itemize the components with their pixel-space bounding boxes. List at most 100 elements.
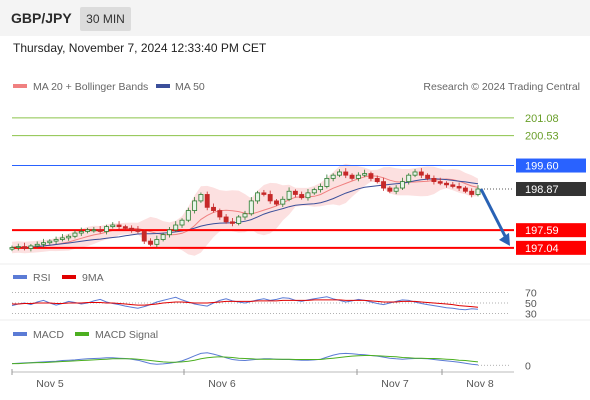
price-panel: 201.08 200.53 199.60 198.87 197.59 197.04 xyxy=(9,113,586,256)
candle-body xyxy=(399,181,405,189)
candle-body xyxy=(248,200,254,215)
candle-body xyxy=(437,181,443,184)
candle-body xyxy=(286,190,292,200)
candle-body xyxy=(166,229,172,236)
candle-body xyxy=(9,247,15,250)
level-label-bg-resistance xyxy=(516,158,586,173)
x-tick-label: Nov 7 xyxy=(381,378,409,390)
candle-body xyxy=(72,232,78,237)
candle-body xyxy=(135,229,141,232)
candle-body xyxy=(450,184,456,187)
candle-body xyxy=(311,189,317,194)
legend-ma50-swatch xyxy=(156,84,170,88)
candle-body xyxy=(412,171,418,176)
candle-body xyxy=(160,234,166,240)
candle-body xyxy=(185,210,191,221)
candle-body xyxy=(444,182,449,186)
legend-ma20-swatch xyxy=(13,84,27,88)
level-label-target: 200.53 xyxy=(525,131,559,143)
watermark: Research © 2024 Trading Central xyxy=(423,81,580,93)
candle-body xyxy=(78,231,84,234)
candle-body xyxy=(154,239,160,245)
candle-body xyxy=(47,240,53,244)
candle-body xyxy=(217,210,223,218)
x-axis: Nov 5 Nov 6 Nov 7 Nov 8 xyxy=(11,369,514,390)
candle-body xyxy=(179,219,185,226)
legend-9ma-swatch xyxy=(62,275,76,279)
x-tick-label: Nov 8 xyxy=(466,378,494,390)
forecast-arrow-shaft xyxy=(479,188,509,241)
candle-body xyxy=(431,177,437,183)
candle-body xyxy=(91,229,97,232)
candle-body xyxy=(267,194,273,202)
candle-body xyxy=(324,177,330,187)
candle-body xyxy=(462,187,468,192)
candle-body xyxy=(34,243,40,247)
candle-body xyxy=(192,200,198,211)
candle-body xyxy=(261,192,267,195)
candle-body xyxy=(148,240,153,245)
candle-body xyxy=(198,194,204,202)
candle-body xyxy=(28,245,34,249)
level-label-support: 197.04 xyxy=(525,243,559,255)
candle-body xyxy=(41,242,46,245)
bollinger-band xyxy=(12,163,478,256)
legend-ma50-label: MA 50 xyxy=(175,81,205,93)
candle-body xyxy=(211,206,216,211)
candle-body xyxy=(305,192,311,199)
candle-body xyxy=(349,174,355,179)
legend-9ma-label: 9MA xyxy=(82,272,104,284)
currency-pair-title: GBP/JPY xyxy=(11,10,72,26)
candle-body xyxy=(274,200,279,205)
candle-body xyxy=(368,173,374,179)
level-label-target: 201.08 xyxy=(525,113,559,125)
candle-body xyxy=(280,198,286,205)
candle-body xyxy=(104,226,109,232)
timeframe-button[interactable]: 30 MIN xyxy=(80,7,131,31)
candle-body xyxy=(255,192,261,202)
candle-body xyxy=(15,246,21,248)
x-tick-label: Nov 5 xyxy=(36,378,64,390)
candle-body xyxy=(406,174,412,183)
candle-body xyxy=(59,237,65,240)
candle-body xyxy=(110,224,116,228)
candle-body xyxy=(362,173,368,176)
candle-body xyxy=(141,231,147,242)
rsi-tick-label: 30 xyxy=(525,308,537,320)
level-label-last: 198.87 xyxy=(525,184,559,196)
candle-body xyxy=(374,177,380,183)
legend-rsi-label: RSI xyxy=(33,272,51,284)
header-bar: GBP/JPY 30 MIN xyxy=(0,0,590,36)
rsi-tick-label: 50 xyxy=(525,298,537,310)
candle-body xyxy=(66,235,72,239)
level-label-resistance: 199.60 xyxy=(525,161,559,173)
legend-macd-label: MACD xyxy=(33,329,64,341)
legend-macd-signal-swatch xyxy=(75,332,89,336)
candle-body xyxy=(475,188,481,195)
candle-body xyxy=(292,190,298,195)
rsi-9ma-line xyxy=(12,299,479,308)
candle-body xyxy=(387,187,393,192)
x-tick-label: Nov 6 xyxy=(208,378,236,390)
candle-body xyxy=(330,174,336,179)
candle-body xyxy=(242,213,248,218)
candle-body xyxy=(116,224,122,228)
forecast-arrow-head xyxy=(499,232,510,246)
macd-signal-line xyxy=(12,355,479,365)
candle-body xyxy=(318,186,324,191)
level-label-bg-last xyxy=(516,182,586,197)
legend-macd-signal-label: MACD Signal xyxy=(95,329,158,341)
candle-body xyxy=(122,226,128,229)
candle-body xyxy=(236,216,242,224)
candle-body xyxy=(53,239,59,242)
chart-datetime: Thursday, November 7, 2024 12:33:40 PM C… xyxy=(13,41,267,55)
legend-macd-swatch xyxy=(13,332,27,336)
candle-body xyxy=(173,224,179,231)
candle-body xyxy=(355,174,361,179)
candle-body xyxy=(337,171,342,176)
candle-body xyxy=(418,171,424,176)
candle-body xyxy=(469,190,475,195)
candle-body xyxy=(223,216,229,223)
